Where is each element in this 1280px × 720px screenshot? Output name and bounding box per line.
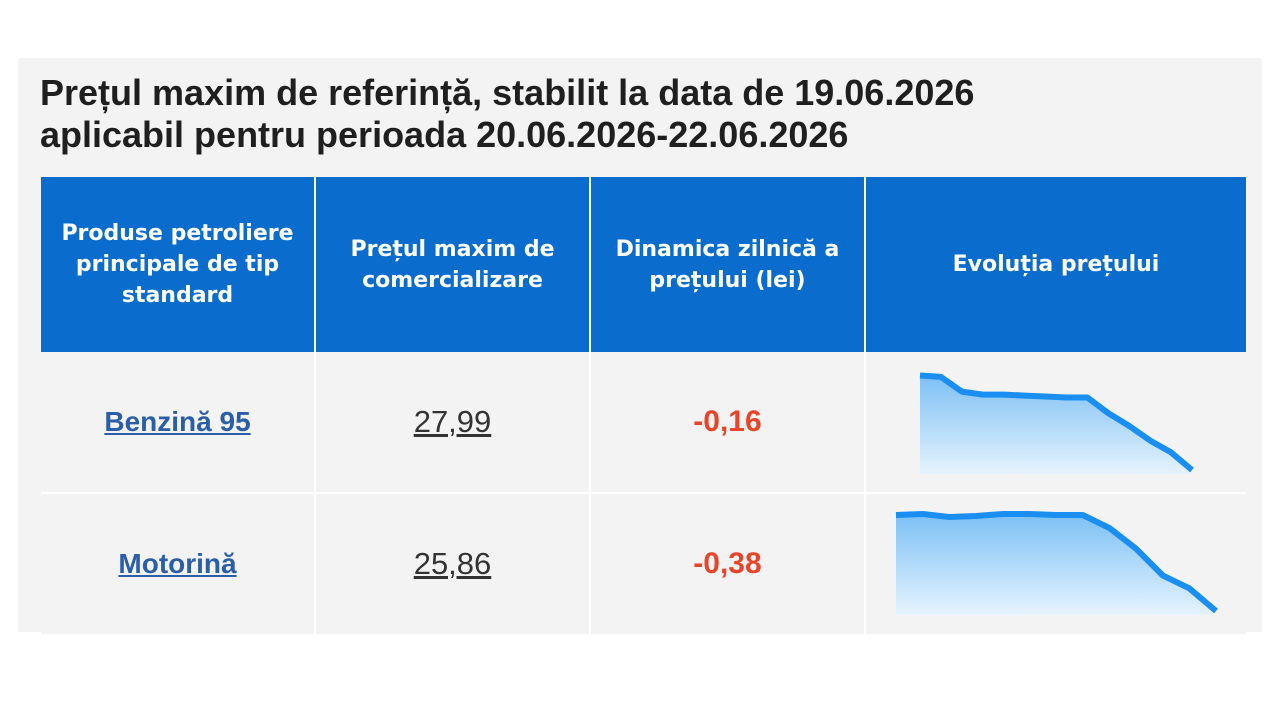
table-row: Motorină 25,86 -0,38 bbox=[41, 493, 1246, 636]
price-link-motorina[interactable]: 25,86 bbox=[413, 546, 492, 581]
sparkline-cell bbox=[865, 493, 1246, 636]
product-link-benzina-95[interactable]: Benzină 95 bbox=[104, 406, 251, 437]
header-products: Produse petroliere principale de tip sta… bbox=[41, 177, 316, 352]
sparkline-line bbox=[919, 372, 1194, 473]
sparkline-area bbox=[920, 375, 1192, 474]
delta-cell: -0,16 bbox=[590, 352, 866, 494]
delta-cell: -0,38 bbox=[590, 493, 866, 636]
daily-change-value: -0,16 bbox=[693, 405, 762, 438]
daily-change-value: -0,38 bbox=[693, 547, 762, 580]
sparkline-cell bbox=[865, 352, 1246, 494]
page-title: Prețul maxim de referință, stabilit la d… bbox=[40, 72, 1240, 156]
price-cell: 25,86 bbox=[315, 493, 591, 636]
title-line-2: aplicabil pentru perioada 20.06.2026-22.… bbox=[40, 114, 849, 155]
table-row: Benzină 95 27,99 -0,16 bbox=[41, 352, 1246, 494]
sparkline-chart bbox=[919, 372, 1194, 474]
sparkline-line bbox=[895, 511, 1218, 614]
product-cell: Motorină bbox=[41, 493, 316, 636]
table-header-row: Produse petroliere principale de tip sta… bbox=[41, 177, 1246, 352]
sparkline-area bbox=[896, 514, 1216, 615]
title-line-1: Prețul maxim de referință, stabilit la d… bbox=[40, 72, 975, 113]
product-link-motorina[interactable]: Motorină bbox=[118, 548, 237, 579]
price-table: Produse petroliere principale de tip sta… bbox=[41, 177, 1246, 636]
header-daily-change: Dinamica zilnică a prețului (lei) bbox=[590, 177, 866, 352]
header-price-evolution: Evoluția prețului bbox=[865, 177, 1246, 352]
header-max-price: Prețul maxim de comercializare bbox=[315, 177, 591, 352]
price-cell: 27,99 bbox=[315, 352, 591, 494]
sparkline-chart bbox=[895, 511, 1218, 615]
product-cell: Benzină 95 bbox=[41, 352, 316, 494]
price-link-benzina-95[interactable]: 27,99 bbox=[413, 404, 492, 439]
